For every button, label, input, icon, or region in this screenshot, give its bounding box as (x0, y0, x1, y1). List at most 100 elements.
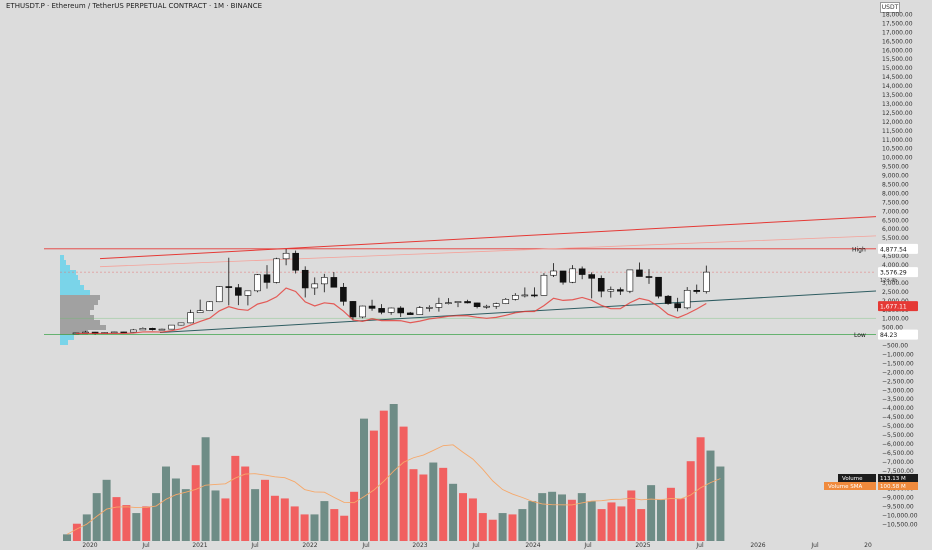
candle-body (473, 302, 481, 307)
candle-body (426, 307, 433, 309)
price-tick-label: 17,500.00 (882, 20, 913, 27)
candle-body (550, 270, 557, 276)
price-tick-label: 10,500.00 (882, 146, 913, 153)
candle-body (626, 269, 634, 292)
price-tick-label: 17,000.00 (882, 29, 913, 36)
candle-body (674, 303, 681, 309)
price-tick-label: 3,000.00 (882, 280, 909, 287)
low-price-label: 84.23 (880, 332, 897, 339)
volume-bar (666, 487, 675, 541)
volume-bar (92, 493, 101, 541)
volume-profile-bar (60, 285, 84, 290)
upper-trendline (99, 216, 877, 260)
price-tick-label: 9,000.00 (882, 173, 909, 180)
volume-bar (399, 426, 408, 541)
volume-profile-bar (60, 320, 100, 325)
volume-bar (162, 466, 170, 541)
price-tick-label: 16,500.00 (882, 38, 913, 45)
candle-body (263, 274, 271, 283)
time-tick-label: Jul (583, 542, 592, 549)
price-tick-label: −6,500.00 (882, 450, 914, 457)
ma-red-line (76, 287, 707, 335)
candle-body (215, 286, 223, 303)
candle-body (483, 305, 490, 308)
volume-bar (508, 514, 517, 541)
candle-body (349, 301, 357, 318)
volume-bar (686, 461, 695, 541)
volume-bar (389, 404, 398, 541)
volume-bar (112, 497, 121, 541)
volume-bar (171, 478, 180, 541)
volume-bar (241, 466, 250, 541)
volume-profile-bar (60, 255, 64, 260)
volume-bar (132, 513, 141, 541)
candle-body (149, 328, 156, 330)
volume-bar (360, 418, 368, 541)
candle-body (378, 308, 385, 313)
volume-bar (478, 513, 487, 541)
candle-body (531, 294, 538, 297)
price-tick-label: 6,000.00 (882, 226, 909, 233)
volume-profile-bar (60, 295, 100, 300)
candle-body (435, 303, 443, 308)
volume-bar (63, 534, 71, 541)
price-tick-label: −3,000.00 (882, 387, 914, 394)
candle-body (636, 269, 643, 277)
currency-selector[interactable]: USDT (880, 2, 900, 13)
price-tick-label: 15,500.00 (882, 56, 913, 63)
candle-body (273, 258, 280, 283)
candle-body (225, 286, 233, 288)
volume-bar (716, 466, 725, 541)
volume-bar (468, 498, 477, 541)
volume-bar (102, 479, 111, 541)
candle-body (206, 301, 213, 311)
price-tick-label: 7,500.00 (882, 199, 909, 206)
price-tick-label: −3,500.00 (882, 396, 914, 403)
candle-body (569, 268, 576, 283)
candle-body (196, 310, 204, 313)
volume-label: Volume (842, 476, 863, 482)
candle-body (292, 252, 299, 271)
candle-body (340, 286, 347, 302)
volume-bar (498, 513, 507, 541)
volume-profile-bar (60, 340, 68, 345)
volume-ma-value: 100.58 M (880, 484, 906, 490)
price-tick-label: −4,000.00 (882, 405, 914, 412)
price-tick-label: −9,500.00 (882, 504, 914, 511)
candle-body (320, 277, 328, 285)
time-tick-label: Jul (141, 542, 150, 549)
price-tick-label: −10,500.00 (882, 522, 918, 529)
time-tick-label: Jul (361, 542, 370, 549)
volume-profile-bar (60, 305, 94, 310)
price-tick-label: 4,000.00 (882, 262, 909, 269)
volume-bar (330, 509, 339, 541)
candle-body (359, 305, 366, 318)
time-tick-label: Jul (471, 542, 480, 549)
last-price-sub: 12d 4h (880, 278, 897, 284)
volume-bar (627, 490, 636, 541)
candle-body (617, 289, 624, 292)
high-price-label: 4,877.54 (880, 246, 907, 253)
volume-bar (459, 493, 467, 541)
price-tick-label: −4,500.00 (882, 414, 914, 421)
volume-profile-bar (60, 280, 80, 285)
red-price-badge-bg (878, 301, 918, 312)
volume-bar (231, 455, 240, 541)
candle-body (187, 312, 194, 324)
volume-ma-value-bg (878, 482, 918, 490)
time-tick-label: 2020 (82, 542, 97, 549)
volume-value: 113.13 M (880, 476, 906, 482)
candle-body (139, 328, 147, 331)
volume-bar (350, 491, 359, 541)
candle-body (158, 328, 166, 331)
price-tick-label: −500.00 (882, 343, 908, 350)
low-price-label-bg (878, 329, 918, 340)
price-tick-label: −2,500.00 (882, 378, 914, 385)
volume-label-bg (838, 474, 876, 482)
candle-body (387, 307, 395, 313)
volume-bar (310, 514, 319, 541)
price-tick-label: −2,000.00 (882, 369, 914, 376)
volume-profile-bar (60, 300, 98, 305)
volume-bar (152, 493, 161, 541)
